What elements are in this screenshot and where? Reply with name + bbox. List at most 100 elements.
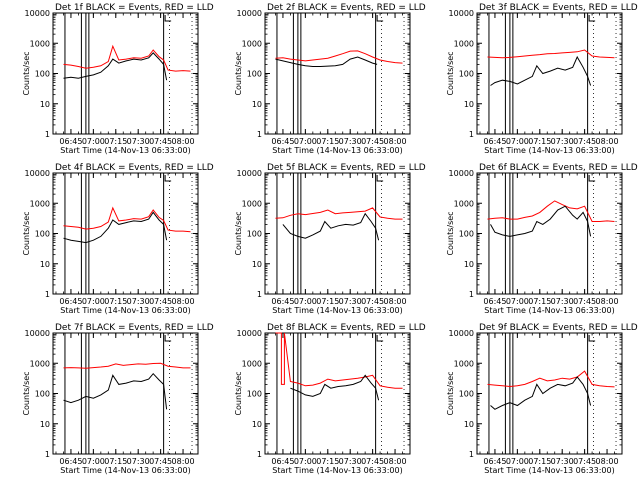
y-tick-label: 10	[252, 100, 262, 109]
events-series-line	[490, 55, 592, 86]
y-axis-label: Counts/sec	[22, 51, 31, 95]
x-tick-label: 06:45	[59, 137, 82, 146]
panel-det-9: Det 9f BLACK = Events, RED = LLD 1 10 100 10…	[446, 323, 638, 475]
x-tick-label: 07:45	[573, 297, 596, 306]
bracket-marker	[376, 335, 384, 342]
y-tick-label: 100	[459, 70, 474, 79]
y-tick-label: 1000	[242, 39, 262, 48]
bracket-marker	[588, 335, 596, 342]
x-tick-label: 07:00	[294, 297, 317, 306]
x-tick-label: 07:15	[104, 137, 127, 146]
x-tick-label: 06:45	[59, 457, 82, 466]
x-tick-label: 06:45	[483, 137, 506, 146]
y-tick-label: 10000	[449, 169, 474, 178]
plot-frame	[52, 172, 199, 295]
x-axis-label: Start Time (14-Nov-13 06:33:00)	[484, 306, 614, 315]
x-tick-label: 07:45	[149, 297, 172, 306]
x-tick-label: 07:00	[82, 457, 105, 466]
x-tick-label: 06:45	[483, 297, 506, 306]
panel-det-6: Det 6f BLACK = Events, RED = LLD 1 10 100 10…	[446, 163, 638, 315]
events-series-line	[290, 374, 380, 401]
y-tick-label: 100	[247, 230, 262, 239]
events-series-line	[63, 372, 168, 410]
events-series-line	[275, 56, 378, 67]
plot-title: Det 2f BLACK = Events, RED = LLD	[267, 3, 426, 13]
y-tick-label: 10000	[25, 169, 50, 178]
y-tick-label: 10	[464, 100, 474, 109]
events-series-line	[490, 205, 592, 237]
x-tick-label: 06:45	[271, 457, 294, 466]
x-tick-label: 07:30	[127, 457, 150, 466]
x-tick-label: 08:00	[596, 297, 619, 306]
x-tick-label: 07:45	[361, 457, 384, 466]
x-tick-label: 06:45	[483, 457, 506, 466]
lld-series-line	[487, 49, 615, 59]
plot-title: Det 7f BLACK = Events, RED = LLD	[55, 323, 214, 333]
y-tick-label: 1000	[30, 359, 50, 368]
y-tick-label: 1	[257, 290, 262, 299]
lld-series-line	[275, 332, 403, 389]
y-tick-label: 100	[247, 70, 262, 79]
x-tick-label: 07:15	[528, 457, 551, 466]
x-tick-label: 07:00	[506, 297, 529, 306]
y-tick-label: 10	[40, 100, 50, 109]
y-tick-label: 1	[257, 450, 262, 459]
y-tick-label: 100	[459, 230, 474, 239]
x-tick-label: 07:30	[551, 137, 574, 146]
x-axis-label: Start Time (14-Nov-13 06:33:00)	[272, 306, 402, 315]
y-tick-label: 100	[247, 390, 262, 399]
x-tick-label: 07:00	[294, 457, 317, 466]
plot-title: Det 1f BLACK = Events, RED = LLD	[55, 3, 214, 13]
bracket-marker	[588, 175, 596, 182]
x-tick-label: 07:30	[551, 297, 574, 306]
panel-det-7: Det 7f BLACK = Events, RED = LLD 1 10 100 10…	[22, 323, 214, 475]
x-tick-label: 07:15	[316, 457, 339, 466]
x-tick-label: 08:00	[172, 137, 195, 146]
x-tick-label: 07:45	[573, 137, 596, 146]
x-tick-label: 08:00	[384, 137, 407, 146]
x-tick-label: 08:00	[596, 137, 619, 146]
x-tick-label: 07:00	[506, 457, 529, 466]
x-tick-label: 08:00	[384, 457, 407, 466]
panel-det-3: Det 3f BLACK = Events, RED = LLD 1 10 100 10…	[446, 3, 638, 155]
y-axis-label: Counts/sec	[234, 211, 243, 255]
y-axis-label: Counts/sec	[234, 371, 243, 415]
x-axis-label: Start Time (14-Nov-13 06:33:00)	[272, 146, 402, 155]
x-tick-label: 06:45	[271, 297, 294, 306]
plot-frame	[476, 12, 623, 135]
y-tick-label: 10	[464, 420, 474, 429]
lld-series-line	[275, 50, 403, 64]
plot-title: Det 8f BLACK = Events, RED = LLD	[267, 323, 426, 333]
plot-title: Det 9f BLACK = Events, RED = LLD	[479, 323, 638, 333]
x-axis-label: Start Time (14-Nov-13 06:33:00)	[60, 306, 190, 315]
x-tick-label: 07:15	[316, 297, 339, 306]
y-tick-label: 1000	[242, 199, 262, 208]
y-tick-label: 1	[469, 290, 474, 299]
y-axis-label: Counts/sec	[446, 211, 455, 255]
x-tick-label: 07:30	[339, 457, 362, 466]
x-tick-label: 08:00	[172, 457, 195, 466]
y-tick-label: 1	[257, 130, 262, 139]
plot-frame	[264, 172, 411, 295]
x-tick-label: 08:00	[596, 457, 619, 466]
y-tick-label: 10	[252, 420, 262, 429]
y-tick-label: 10	[40, 420, 50, 429]
y-tick-label: 1000	[30, 199, 50, 208]
x-tick-label: 07:45	[149, 137, 172, 146]
y-tick-label: 1000	[242, 359, 262, 368]
y-axis-label: Counts/sec	[22, 211, 31, 255]
plot-frame	[476, 332, 623, 455]
y-tick-label: 10	[464, 260, 474, 269]
x-tick-label: 07:00	[506, 137, 529, 146]
y-tick-label: 10000	[237, 169, 262, 178]
panel-det-1: Det 1f BLACK = Events, RED = LLD 1 10 100 10…	[22, 3, 214, 155]
lld-series-line	[63, 362, 191, 369]
x-tick-label: 07:45	[361, 297, 384, 306]
bracket-marker	[376, 175, 384, 182]
x-tick-label: 07:00	[294, 137, 317, 146]
events-series-line	[63, 211, 168, 244]
panel-det-5: Det 5f BLACK = Events, RED = LLD 1 10 100 10…	[234, 163, 426, 315]
y-tick-label: 10	[40, 260, 50, 269]
x-axis-label: Start Time (14-Nov-13 06:33:00)	[60, 466, 190, 475]
x-tick-label: 06:45	[271, 137, 294, 146]
